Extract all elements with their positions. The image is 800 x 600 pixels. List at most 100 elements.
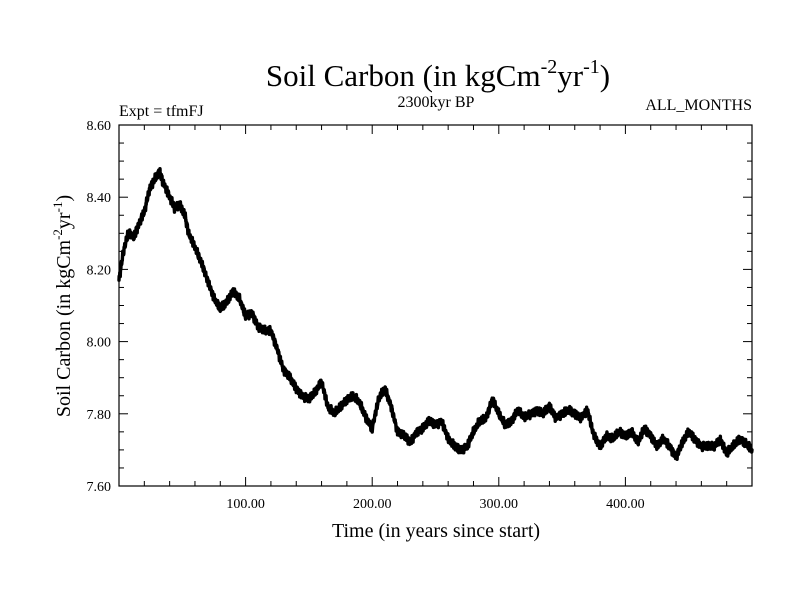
series-point — [472, 430, 475, 434]
series-point — [238, 297, 241, 300]
series-point — [605, 434, 608, 437]
series-point — [225, 300, 228, 304]
chart-title-sup2: -1 — [583, 56, 600, 78]
series-point — [132, 235, 136, 239]
series-point — [326, 405, 330, 408]
series-point — [636, 441, 640, 444]
series-point — [200, 260, 203, 264]
series-point — [168, 196, 171, 199]
series-point — [731, 445, 735, 448]
ticks-layer — [119, 124, 752, 487]
experiment-label: Expt = tfmFJ — [119, 103, 204, 120]
series-point — [136, 224, 140, 228]
series-point — [333, 412, 336, 415]
series-point — [725, 452, 728, 455]
series-point — [529, 412, 532, 415]
series-point — [320, 380, 323, 383]
series-point — [121, 253, 125, 257]
series-point — [738, 437, 741, 441]
series-point — [301, 394, 304, 397]
chart-title-middle: yr — [557, 58, 584, 93]
series-point — [415, 430, 418, 434]
chart-title-suffix: ) — [600, 58, 610, 93]
series-point — [478, 419, 482, 423]
series-point — [288, 376, 292, 379]
series-point — [427, 419, 431, 423]
series-point — [586, 408, 589, 412]
series-point — [364, 416, 368, 419]
x-tick-label: 100.00 — [226, 497, 265, 512]
series-point — [250, 311, 254, 314]
series-point — [358, 401, 361, 405]
series-point — [244, 315, 247, 318]
plot-frame — [118, 124, 753, 487]
series-point — [153, 177, 156, 181]
chart-title-prefix: Soil Carbon (in kgCm — [266, 58, 541, 93]
series-point — [307, 398, 311, 401]
y-axis-label-sup2: -1 — [50, 202, 65, 213]
series-point — [276, 347, 279, 351]
series-point — [352, 394, 355, 397]
y-tick-label: 8.60 — [87, 119, 112, 134]
series-point — [560, 412, 564, 415]
series-point — [345, 398, 349, 401]
y-tick-label: 8.00 — [87, 336, 112, 351]
series-point — [440, 419, 444, 423]
series-point — [269, 329, 273, 332]
series-point — [314, 390, 317, 394]
series-point — [643, 427, 646, 430]
series-point — [212, 297, 216, 300]
series-point — [624, 434, 627, 437]
series-line — [117, 166, 754, 461]
series-point — [434, 423, 437, 426]
series-point — [421, 427, 425, 430]
series-point — [706, 445, 709, 448]
series-point — [377, 398, 380, 401]
series-point — [700, 445, 703, 448]
series-point — [535, 408, 538, 412]
series-point — [516, 408, 519, 412]
series-point — [162, 181, 165, 184]
series-point — [148, 188, 151, 192]
series-point — [655, 445, 659, 448]
series-point — [554, 416, 557, 419]
series-point — [630, 430, 633, 434]
chart-title-sup1: -2 — [541, 56, 558, 78]
series-point — [510, 419, 513, 423]
series-point — [219, 307, 222, 311]
y-axis-label-prefix: Soil Carbon (in kgCm — [53, 239, 75, 417]
y-axis-label-suffix: ) — [53, 195, 75, 202]
series-point — [719, 437, 722, 441]
months-label: ALL_MONTHS — [645, 97, 752, 114]
x-axis-label: Time (in years since start) — [332, 520, 540, 542]
series-point — [173, 206, 176, 210]
series-point — [459, 448, 463, 452]
series-point — [567, 408, 570, 412]
series-point — [674, 455, 678, 459]
series-point — [396, 430, 399, 434]
series-point — [712, 445, 716, 448]
series-point — [183, 214, 187, 217]
series-point — [687, 430, 690, 434]
series-point — [465, 445, 469, 448]
series-point — [617, 430, 621, 434]
series-point — [158, 170, 161, 174]
series-point — [187, 232, 190, 235]
series-point — [408, 441, 412, 444]
series-point — [662, 437, 665, 441]
x-tick-label: 400.00 — [606, 497, 645, 512]
series-point — [193, 246, 197, 249]
series-point — [282, 369, 285, 372]
series-point — [178, 203, 181, 206]
x-tick-label: 200.00 — [353, 497, 392, 512]
series-point — [257, 325, 260, 329]
series-point — [263, 329, 266, 332]
series-point — [649, 434, 652, 437]
series-point — [126, 232, 130, 235]
series-point — [143, 210, 146, 213]
y-tick-label: 8.40 — [87, 191, 112, 206]
y-tick-label: 7.80 — [87, 408, 112, 423]
series-point — [484, 416, 488, 419]
series-point — [497, 412, 500, 415]
